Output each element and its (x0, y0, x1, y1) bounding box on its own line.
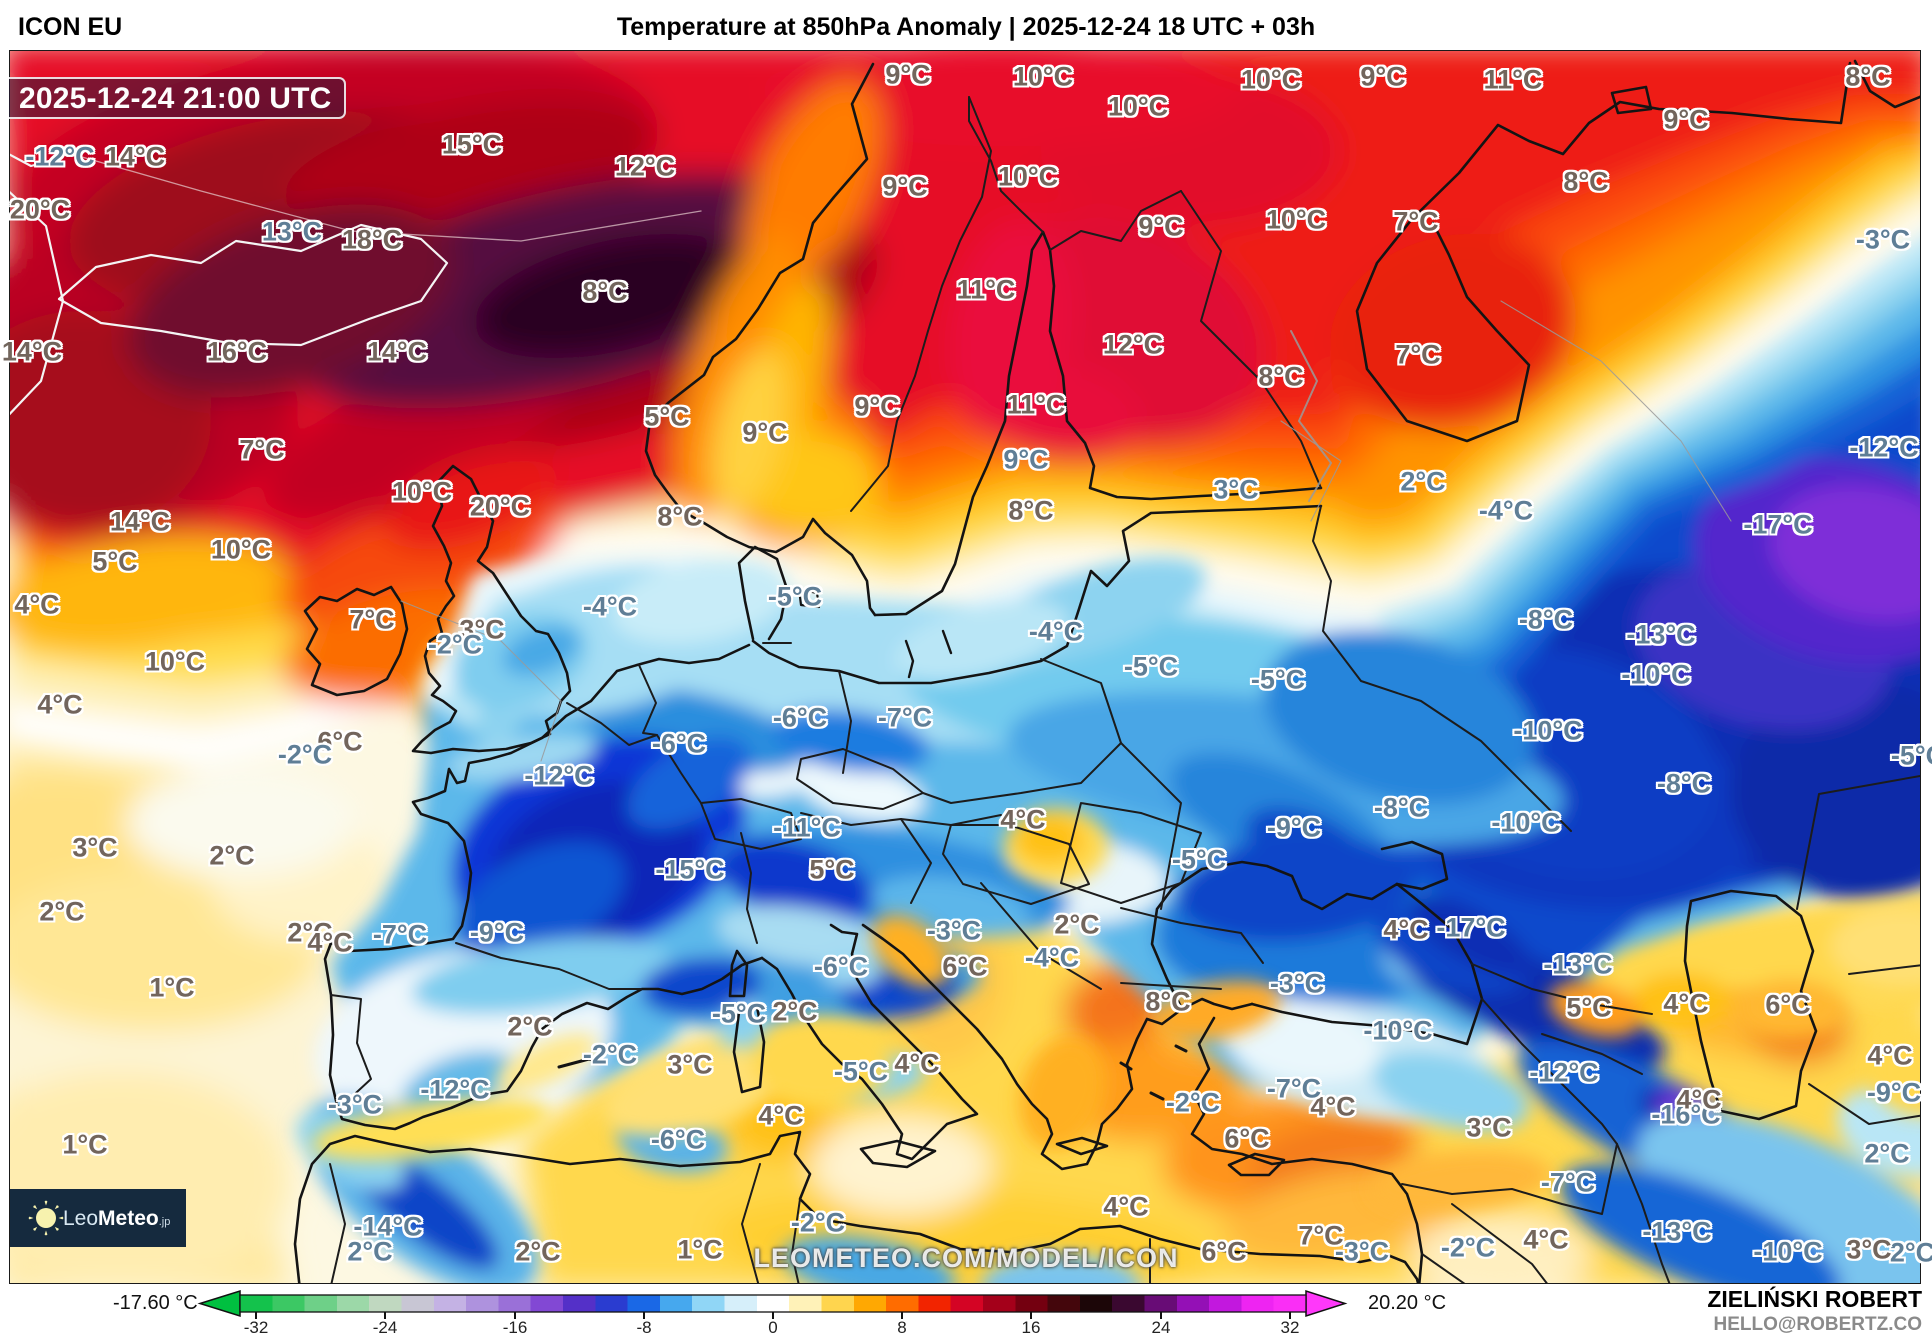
svg-text:LeoMeteo.jp: LeoMeteo.jp (63, 1207, 170, 1230)
